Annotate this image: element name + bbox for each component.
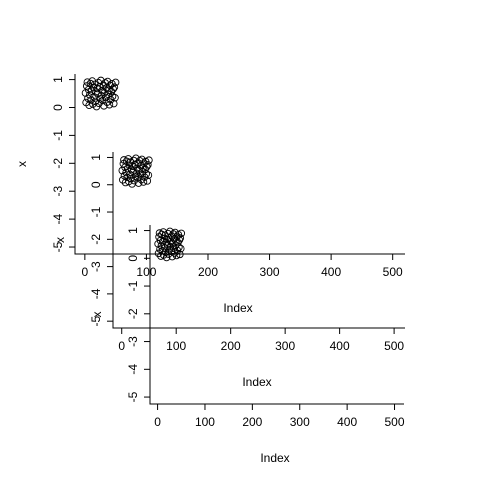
y-tick-label: 1 xyxy=(126,227,140,234)
x-tick-label: 100 xyxy=(195,415,215,429)
point xyxy=(138,155,146,164)
x-tick-label: 200 xyxy=(221,339,241,353)
y-tick-label: 1 xyxy=(51,76,65,83)
point xyxy=(110,99,118,108)
y-tick-label: -5 xyxy=(89,316,103,327)
point xyxy=(103,77,112,86)
point xyxy=(143,162,151,171)
y-tick-label: -5 xyxy=(126,391,140,402)
x-axis-title: Index xyxy=(260,451,289,465)
y-tick-label: -4 xyxy=(126,364,140,375)
point xyxy=(160,234,168,243)
x-tick-label: 400 xyxy=(337,415,357,429)
x-tick-label: 400 xyxy=(321,265,341,279)
point xyxy=(128,162,137,170)
point xyxy=(164,229,172,238)
point xyxy=(93,84,101,93)
point xyxy=(85,101,93,110)
point xyxy=(110,83,119,91)
point xyxy=(142,170,150,178)
y-tick-label: -1 xyxy=(126,280,140,291)
axis-frame xyxy=(74,74,405,255)
y-tick-label: 1 xyxy=(89,154,103,161)
y-tick-label: -5 xyxy=(51,241,65,252)
point xyxy=(144,161,152,169)
x-tick-label: 0 xyxy=(82,265,89,279)
point xyxy=(143,177,152,185)
x-tick-label: 300 xyxy=(275,339,295,353)
x-tick-label: 500 xyxy=(384,339,404,353)
x-tick-label: 500 xyxy=(383,265,403,279)
point xyxy=(165,245,174,254)
point xyxy=(105,100,114,109)
y-tick-label: -3 xyxy=(89,261,103,272)
y-tick-label: -4 xyxy=(89,288,103,299)
y-tick-label: -1 xyxy=(51,130,65,141)
point xyxy=(139,178,148,186)
axis-frame xyxy=(112,152,405,329)
axis-frame xyxy=(149,225,404,405)
x-tick-label: 0 xyxy=(154,415,161,429)
y-tick-label: 0 xyxy=(51,104,65,111)
point xyxy=(144,171,153,179)
point xyxy=(177,229,186,238)
x-tick-label: 300 xyxy=(260,265,280,279)
x-axis-title: Index xyxy=(242,375,271,389)
point xyxy=(176,250,184,259)
y-axis-title: x xyxy=(90,312,104,318)
point xyxy=(141,165,149,173)
point xyxy=(132,154,140,163)
point xyxy=(177,244,185,253)
point xyxy=(91,97,100,106)
y-tick-label: -3 xyxy=(126,336,140,347)
point xyxy=(169,230,177,238)
point xyxy=(145,156,153,164)
point xyxy=(129,156,138,165)
x-tick-label: 0 xyxy=(118,339,125,353)
point xyxy=(86,91,94,99)
point xyxy=(175,243,183,251)
y-tick-label: -2 xyxy=(126,308,140,319)
point xyxy=(133,164,141,172)
y-tick-label: -3 xyxy=(51,186,65,197)
point xyxy=(90,80,99,89)
point xyxy=(172,251,181,260)
y-tick-label: 0 xyxy=(89,181,103,188)
y-tick-label: -1 xyxy=(89,206,103,217)
y-tick-label: -2 xyxy=(89,234,103,245)
y-tick-label: -4 xyxy=(51,213,65,224)
point xyxy=(138,168,147,176)
point xyxy=(109,85,117,93)
x-tick-label: 300 xyxy=(290,415,310,429)
point xyxy=(122,157,131,166)
x-tick-label: 500 xyxy=(385,415,405,429)
point xyxy=(135,156,144,165)
x-tick-label: 200 xyxy=(198,265,218,279)
x-tick-label: 200 xyxy=(242,415,262,429)
y-axis-title: x xyxy=(53,237,67,243)
y-tick-label: -2 xyxy=(51,158,65,169)
x-axis-title: Index xyxy=(223,301,252,315)
point xyxy=(125,161,134,170)
point xyxy=(111,78,120,87)
point xyxy=(82,82,91,90)
y-tick-label: 0 xyxy=(126,255,140,262)
x-tick-label: 400 xyxy=(330,339,350,353)
x-tick-label: 100 xyxy=(136,265,156,279)
point xyxy=(111,93,119,102)
y-axis-title: x xyxy=(15,161,29,167)
point xyxy=(176,234,185,242)
point xyxy=(156,245,164,253)
x-tick-label: 100 xyxy=(166,339,186,353)
